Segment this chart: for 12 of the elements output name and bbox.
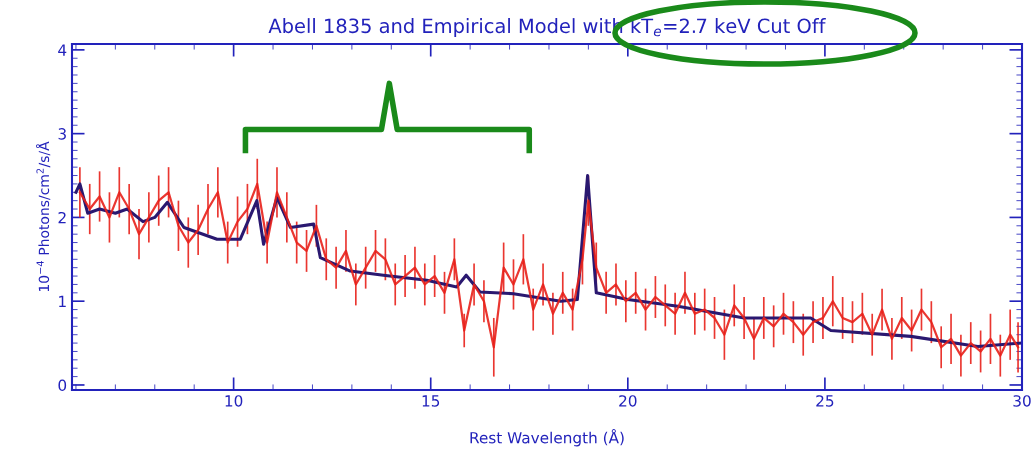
y-tick-label: 3 [58, 128, 66, 140]
x-axis-title: Rest Wavelength (Å) [470, 429, 624, 447]
y-tick-label: 2 [58, 211, 66, 224]
y-tick-label: 1 [59, 295, 66, 307]
x-tick-label: 25 [816, 395, 834, 407]
x-tick-label: 15 [422, 395, 440, 407]
x-tick-label: 10 [225, 395, 243, 407]
y-tick-label: 4 [58, 44, 67, 56]
y-tick-label: 0 [58, 379, 67, 391]
y-axis-title: 10$^{−4}$ Photons/cm$^{2}$/s/Å [36, 141, 51, 292]
x-tick-label: 20 [619, 395, 637, 407]
x-tick-label: 30 [1013, 395, 1031, 407]
